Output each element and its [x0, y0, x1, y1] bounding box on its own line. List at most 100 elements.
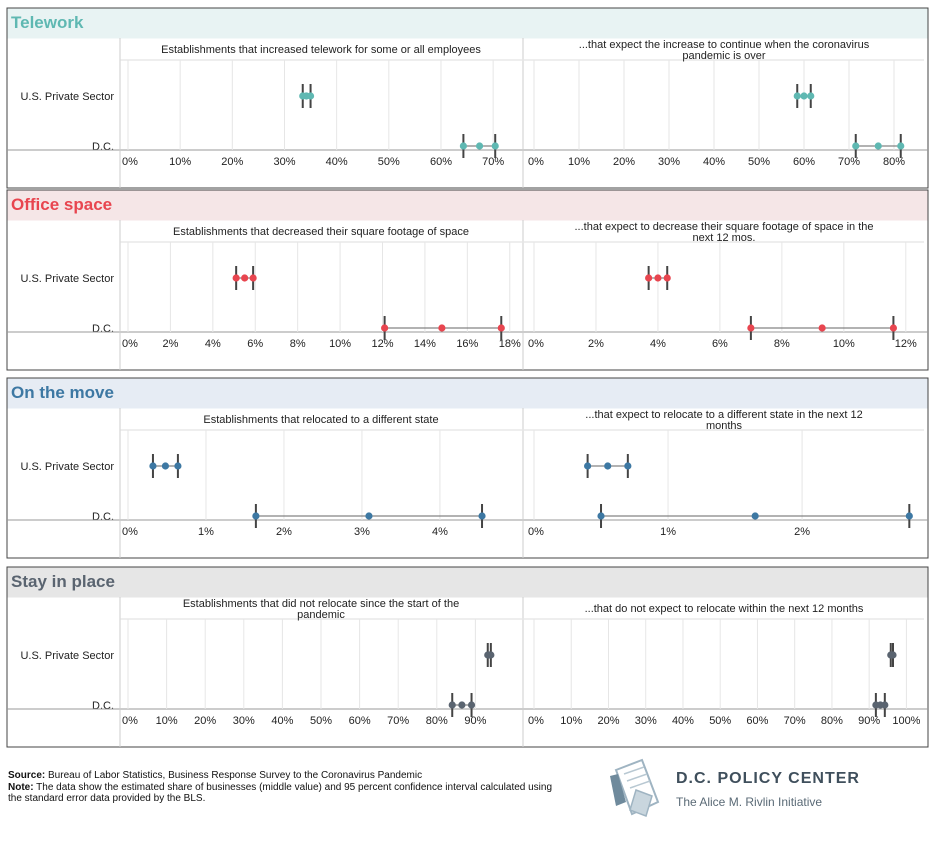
x-tick-label: 1% [198, 526, 214, 538]
x-tick-label: 4% [432, 526, 448, 538]
ci-low-dot [584, 462, 592, 470]
ci-high-dot [249, 274, 257, 282]
x-tick-label: 90% [464, 715, 486, 727]
x-tick-label: 6% [712, 338, 728, 350]
ci-high-dot [174, 462, 182, 470]
x-tick-label: 90% [858, 715, 880, 727]
x-tick-label: 80% [426, 715, 448, 727]
document-map-icon [610, 758, 660, 817]
x-tick-label: 14% [414, 338, 436, 350]
ci-high-dot [624, 462, 632, 470]
x-tick-label: 50% [709, 715, 731, 727]
section-header-band [7, 8, 928, 39]
x-tick-label: 40% [672, 715, 694, 727]
x-tick-label: 8% [290, 338, 306, 350]
x-tick-label: 100% [892, 715, 920, 727]
estimate-dot [800, 92, 808, 100]
x-tick-label: 30% [635, 715, 657, 727]
logo-title: D.C. POLICY CENTER [676, 770, 860, 787]
x-tick-label: 20% [194, 715, 216, 727]
logo-subtitle: The Alice M. Rivlin Initiative [676, 795, 823, 809]
estimate-dot [458, 701, 466, 709]
ci-low-dot [747, 324, 755, 332]
x-tick-label: 10% [156, 715, 178, 727]
panel-1: Establishments that relocated to a diffe… [120, 414, 522, 538]
panel-2: ...that expect to relocate to a differen… [522, 408, 924, 558]
row-label: D.C. [92, 700, 114, 712]
panel-1: Establishments that increased telework f… [120, 44, 522, 168]
panel-1: Establishments that did not relocate sin… [120, 598, 522, 727]
x-tick-label: 2% [162, 338, 178, 350]
x-tick-label: 60% [430, 156, 452, 168]
source-text: Bureau of Labor Statistics, Business Res… [48, 770, 423, 781]
estimate-dot [161, 462, 170, 470]
panel-subtitle: Establishments that did not relocate sin… [183, 598, 459, 621]
section-title: Office space [11, 195, 112, 214]
note-text: The data show the estimated share of bus… [8, 781, 553, 805]
ci-low-dot [448, 701, 456, 709]
x-tick-label: 0% [122, 715, 138, 727]
section-title: Stay in place [11, 572, 115, 591]
section-title: Telework [11, 13, 84, 32]
estimate-dot [241, 274, 249, 282]
section-telework: Telework U.S. Private Sector D.C. Establish… [6, 7, 929, 189]
x-tick-label: 10% [560, 715, 582, 727]
estimate-dot [475, 142, 484, 150]
x-tick-label: 40% [326, 156, 348, 168]
x-tick-label: 70% [784, 715, 806, 727]
x-tick-label: 0% [528, 715, 544, 727]
estimate-dot [604, 462, 612, 470]
panel-subtitle: ...that do not expect to relocate within… [585, 603, 864, 615]
estimate-dot [751, 512, 759, 520]
section-on-the-move: On the move U.S. Private Sector D.C. Establ… [6, 377, 929, 559]
estimate-dot [818, 324, 826, 332]
section-header-band [7, 190, 928, 221]
x-tick-label: 50% [748, 156, 770, 168]
row-label: D.C. [92, 141, 114, 153]
x-tick-label: 60% [349, 715, 371, 727]
x-tick-label: 0% [122, 526, 138, 538]
panel-subtitle: ...that expect to relocate to a differen… [585, 409, 862, 432]
ci-high-dot [807, 92, 815, 100]
ci-low-dot [232, 274, 240, 282]
estimate-dot [888, 651, 896, 659]
x-tick-label: 80% [821, 715, 843, 727]
ci-high-dot [497, 324, 505, 332]
estimate-dot [365, 512, 373, 520]
x-tick-label: 40% [271, 715, 293, 727]
ci-low-dot [459, 142, 468, 150]
estimate-dot [438, 324, 446, 332]
estimate-dot [485, 651, 493, 659]
x-tick-label: 3% [354, 526, 370, 538]
row-label: U.S. Private Sector [20, 650, 114, 662]
x-tick-label: 20% [597, 715, 619, 727]
x-tick-label: 70% [482, 156, 504, 168]
chart-footer: Source: Bureau of Labor Statistics, Busi… [8, 770, 568, 805]
row-label: U.S. Private Sector [20, 273, 114, 285]
x-tick-label: 80% [883, 156, 905, 168]
panel-subtitle: Establishments that increased telework f… [161, 44, 481, 56]
section-office-space: Office space U.S. Private Sector D.C. Estab… [6, 189, 929, 371]
row-label: D.C. [92, 511, 114, 523]
x-tick-label: 0% [122, 338, 138, 350]
x-tick-label: 30% [658, 156, 680, 168]
ci-low-dot [852, 142, 860, 150]
row-label: D.C. [92, 323, 114, 335]
row-label: U.S. Private Sector [20, 91, 114, 103]
estimate-dot [876, 701, 884, 709]
x-tick-label: 0% [528, 338, 544, 350]
dot-interval-chart: Telework U.S. Private Sector D.C. Establish… [6, 7, 929, 748]
panel-2: ...that expect the increase to continue … [522, 38, 924, 188]
x-tick-label: 0% [122, 156, 138, 168]
x-tick-label: 0% [528, 156, 544, 168]
ci-high-dot [889, 324, 898, 332]
x-tick-label: 70% [838, 156, 860, 168]
x-tick-label: 4% [650, 338, 666, 350]
estimate-dot [302, 92, 310, 100]
ci-high-dot [897, 142, 905, 150]
ci-high-dot [467, 701, 476, 709]
x-tick-label: 4% [205, 338, 221, 350]
section-title: On the move [11, 383, 114, 402]
x-tick-label: 30% [233, 715, 255, 727]
x-tick-label: 60% [793, 156, 815, 168]
